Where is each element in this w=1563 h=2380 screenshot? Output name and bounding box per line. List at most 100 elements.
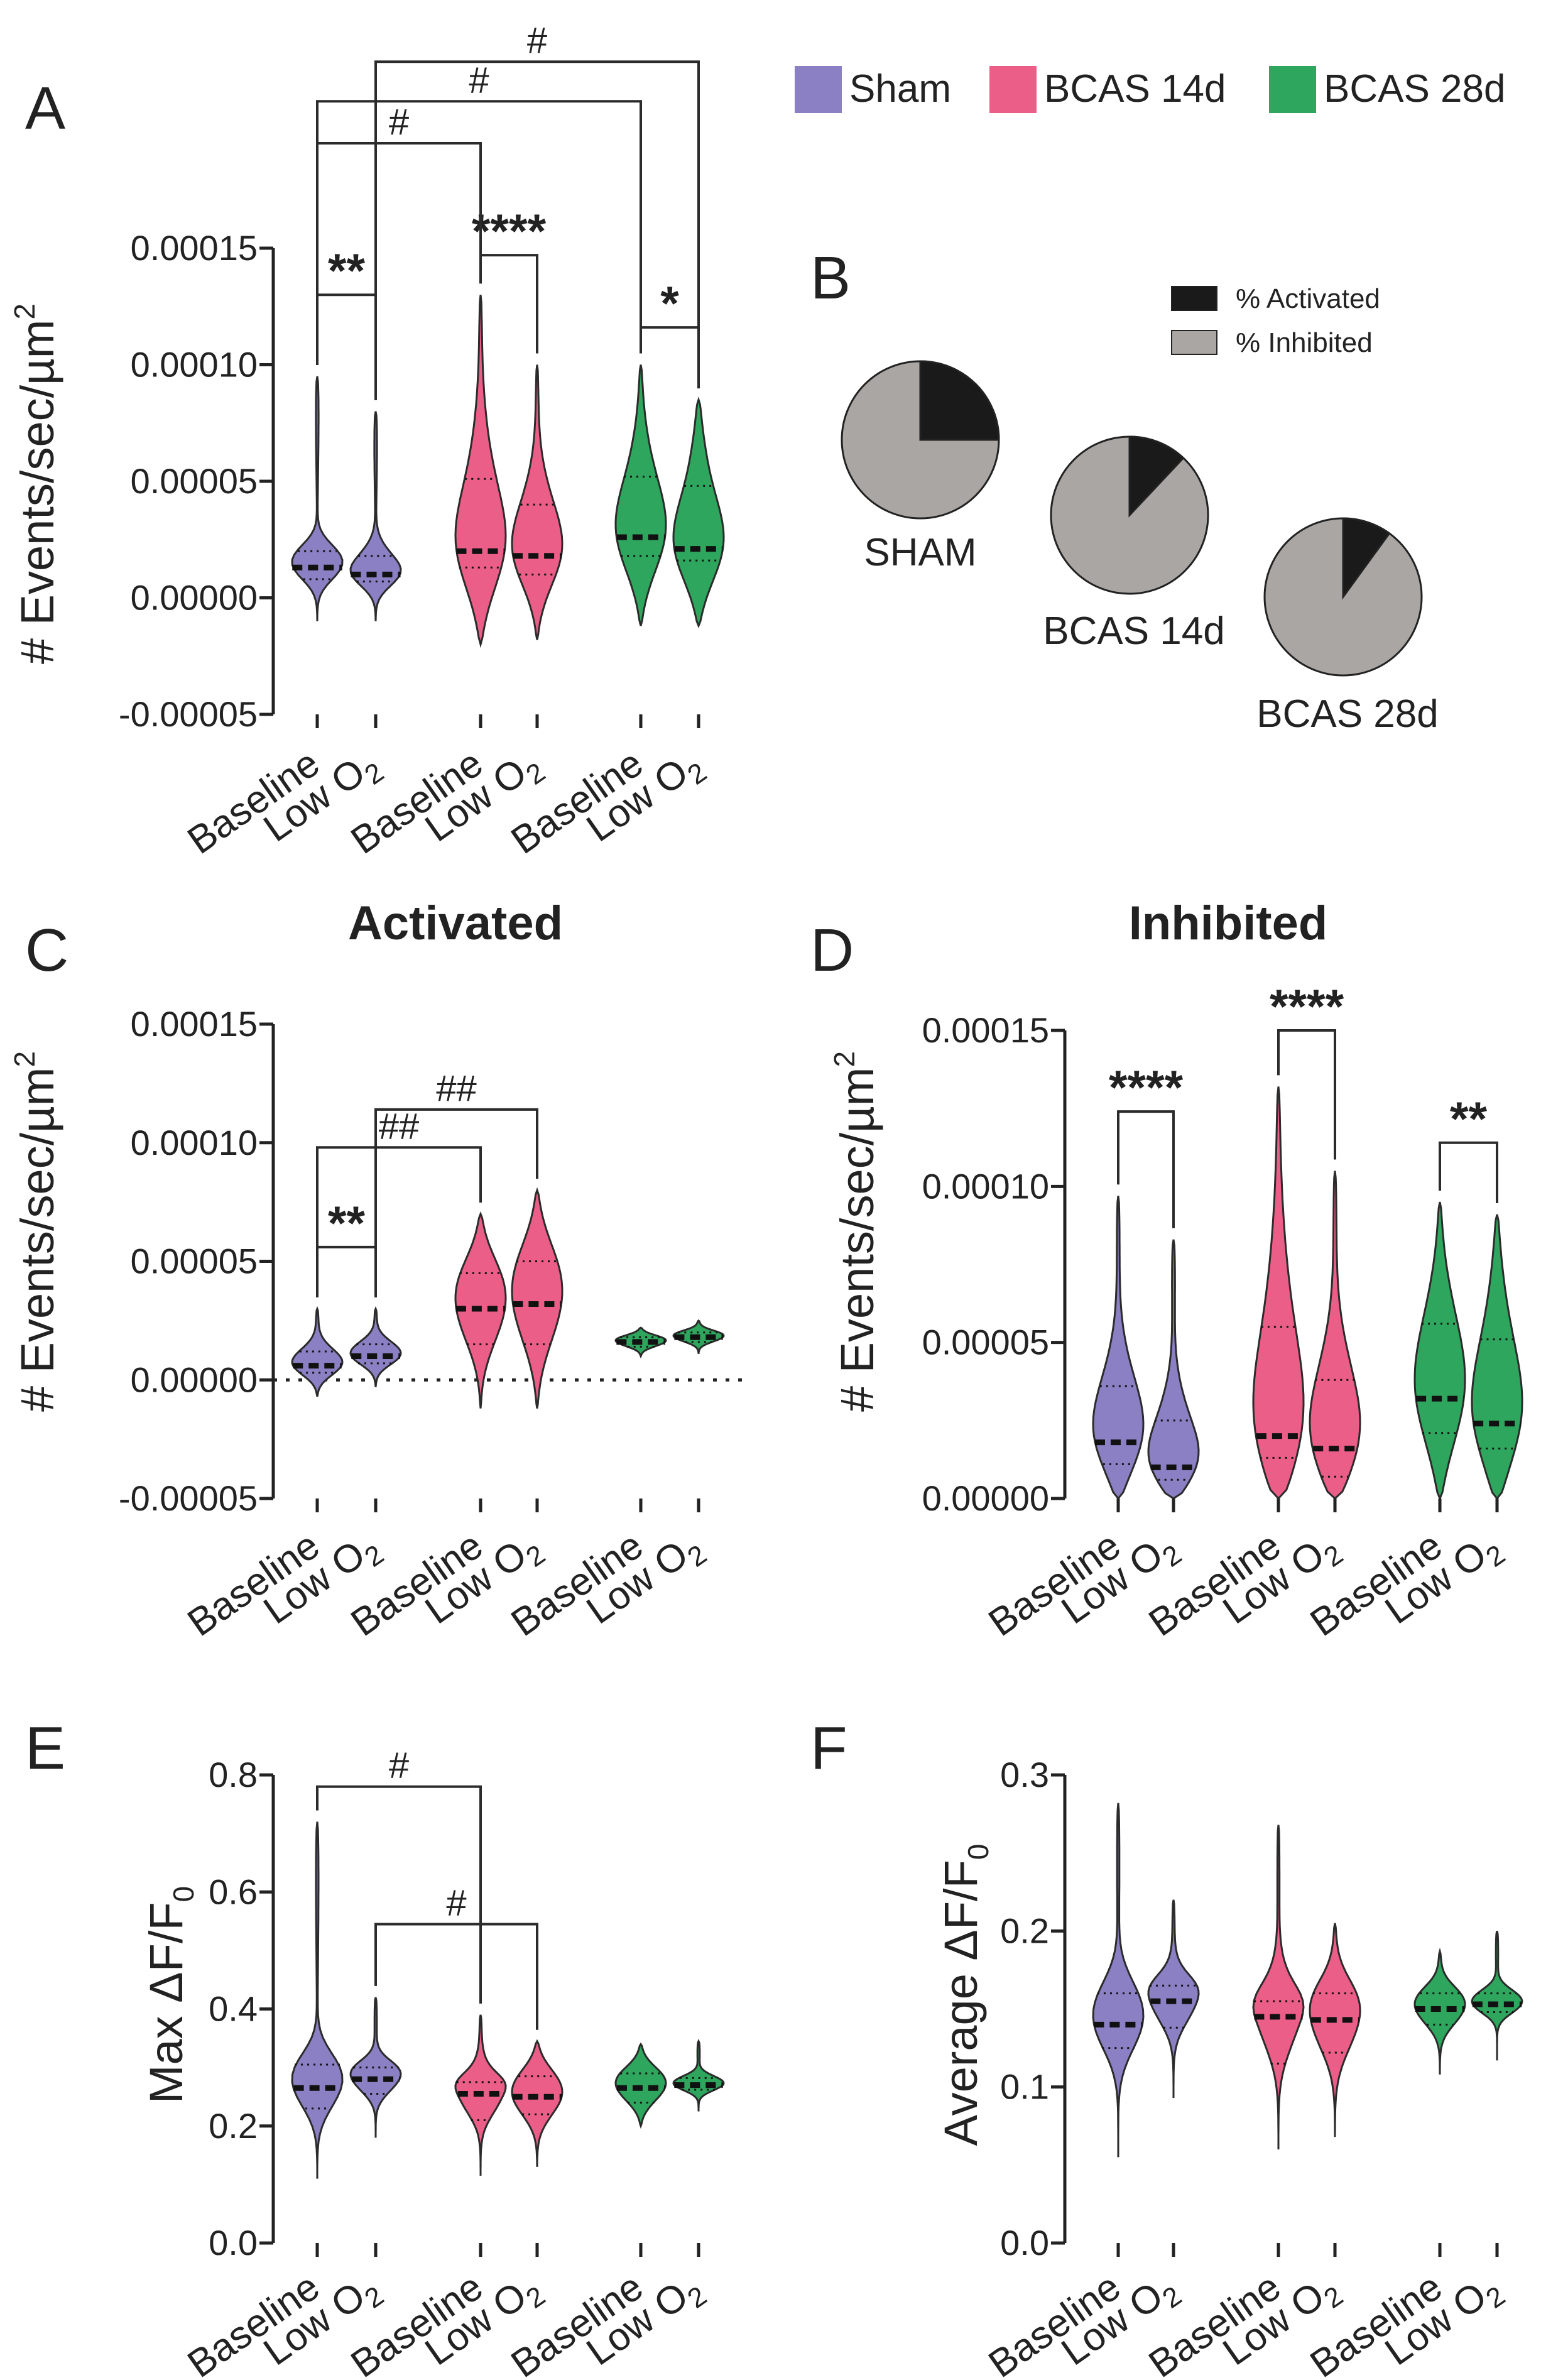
significance-label: **	[328, 244, 366, 298]
y-axis-title-sup: 2	[828, 1051, 861, 1067]
y-tick-label: 0.00000	[922, 1478, 1049, 1518]
violin-bcas-14d-low-o2	[1309, 1923, 1361, 2137]
y-tick-label: 0.0	[209, 2223, 258, 2263]
violin-sham-baseline	[291, 1821, 344, 2179]
y-tick-label: 0.00005	[922, 1323, 1049, 1362]
violin-bcas-28d-low-o2	[1471, 1930, 1523, 2061]
violin-bcas-28d-baseline	[614, 364, 667, 626]
y-tick-label: 0.3	[1000, 1755, 1049, 1794]
panel-title-activated: Activated	[348, 897, 563, 950]
significance-bracket	[316, 1785, 482, 2004]
y-tick-label: 0.1	[1000, 2067, 1049, 2107]
pie-legend-label-activated: % Activated	[1236, 283, 1380, 314]
violin-bcas-14d-low-o2	[511, 1187, 564, 1409]
y-axis-title: # Events/sec/µm2	[8, 1051, 63, 1412]
significance-bracket	[1117, 1110, 1175, 1228]
violin-bcas-14d-baseline	[454, 295, 507, 648]
y-axis-title-sup: 2	[8, 303, 41, 320]
y-tick-label: 0.00000	[131, 1360, 258, 1399]
panel-letter-b: B	[810, 244, 851, 312]
y-tick-label: 0.2	[1000, 1911, 1049, 1950]
x-tick-label-sub: 2	[682, 2281, 712, 2315]
significance-bracket	[316, 1146, 482, 1297]
significance-bracket	[640, 326, 700, 389]
violin-bcas-28d-baseline	[614, 2042, 667, 2129]
significance-label: ##	[436, 1068, 477, 1109]
violin-bcas-28d-baseline	[1413, 1947, 1466, 2075]
violin-bcas-14d-low-o2	[511, 364, 564, 640]
significance-label: #	[389, 102, 409, 143]
significance-label: #	[527, 20, 547, 61]
y-tick-label: 0.00010	[131, 345, 258, 385]
pie-legend-swatch-inhibited	[1171, 330, 1217, 355]
x-tick-label-sub: 2	[1481, 1539, 1511, 1573]
y-tick-label: 0.00005	[131, 461, 258, 501]
significance-label: #	[469, 60, 489, 101]
y-axis-title-sub: 0	[167, 1886, 200, 1902]
violin-sham-baseline	[291, 1306, 344, 1397]
y-tick-label: 0.2	[209, 2106, 258, 2146]
chart-b: % Activated % Inhibited SHAM BCAS 14d BCAS 2…	[841, 283, 1439, 736]
x-tick-label-sub: 2	[359, 757, 389, 791]
significance-bracket	[374, 1108, 538, 1297]
legend-label-bcas28: BCAS 28d	[1324, 67, 1506, 111]
significance-bracket	[1277, 1029, 1336, 1160]
pie-slice-activated	[1342, 517, 1391, 600]
panel-letter-f: F	[810, 1715, 847, 1782]
violin-bcas-28d-low-o2	[672, 2038, 725, 2112]
violin-bcas-14d-baseline	[1252, 1825, 1305, 2149]
violin-sham-baseline	[1092, 1196, 1145, 1500]
y-axis-title: # Events/sec/µm2	[828, 1051, 883, 1412]
panel-letter-e: E	[25, 1715, 65, 1782]
y-axis-title: Max ΔF/F0	[140, 1886, 200, 2104]
significance-label: ****	[472, 205, 547, 258]
violin-bcas-14d-baseline	[1252, 1086, 1305, 1500]
violin-bcas-28d-low-o2	[672, 396, 725, 629]
legend-swatch-sham	[795, 66, 842, 113]
pie-slice-activated	[919, 360, 1000, 441]
y-tick-label: 0.00015	[131, 1004, 258, 1044]
x-tick-label-sub: 2	[1319, 1539, 1349, 1573]
violin-bcas-28d-baseline	[1413, 1201, 1466, 1501]
x-tick-label-sub: 2	[1481, 2281, 1511, 2315]
pie-label: BCAS 28d	[1256, 692, 1439, 736]
violin-bcas-14d-low-o2	[511, 2039, 564, 2167]
pie-legend-label-inhibited: % Inhibited	[1236, 327, 1373, 358]
significance-bracket	[374, 1923, 538, 2030]
significance-label: *	[660, 277, 679, 330]
chart-a: 0.00015 0.00010 0.00005 0.00000 -0.00005 # Ev…	[8, 20, 725, 863]
significance-bracket	[316, 1245, 377, 1297]
y-tick-label: 0.00010	[922, 1166, 1049, 1206]
violin-sham-low-o2	[349, 411, 402, 621]
violin-sham-low-o2	[349, 1997, 402, 2138]
pie-label: SHAM	[864, 531, 976, 574]
y-tick-label: 0.0	[1000, 2223, 1049, 2263]
x-tick-label-sub: 2	[1157, 1539, 1187, 1573]
significance-bracket	[374, 60, 700, 400]
y-tick-label: 0.00015	[131, 228, 258, 268]
significance-label: ****	[1270, 980, 1344, 1034]
y-tick-label: 0.00005	[131, 1242, 258, 1281]
violin-bcas-28d-low-o2	[1471, 1214, 1523, 1500]
legend-swatch-bcas28	[1269, 66, 1316, 113]
significance-label: ****	[1109, 1061, 1184, 1115]
y-tick-label: 0.6	[209, 1872, 258, 1911]
significance-label: **	[328, 1197, 366, 1250]
y-tick-label: -0.00005	[119, 1478, 258, 1518]
violin-sham-low-o2	[1147, 1239, 1200, 1500]
legend-label-bcas14: BCAS 14d	[1044, 67, 1226, 111]
x-tick-label-sub: 2	[682, 1539, 712, 1573]
pie-label: BCAS 14d	[1043, 609, 1225, 653]
y-axis-title-sup: 2	[8, 1051, 41, 1067]
significance-label: #	[389, 1745, 409, 1786]
y-tick-label: 0.4	[209, 1989, 258, 2029]
significance-bracket	[1439, 1141, 1498, 1204]
panel-title-inhibited: Inhibited	[1129, 897, 1328, 950]
violin-sham-low-o2	[349, 1306, 402, 1387]
x-tick-label-sub: 2	[521, 1539, 551, 1573]
legend: Sham BCAS 14d BCAS 28d	[795, 66, 1506, 113]
x-tick-label-sub: 2	[521, 2281, 551, 2315]
